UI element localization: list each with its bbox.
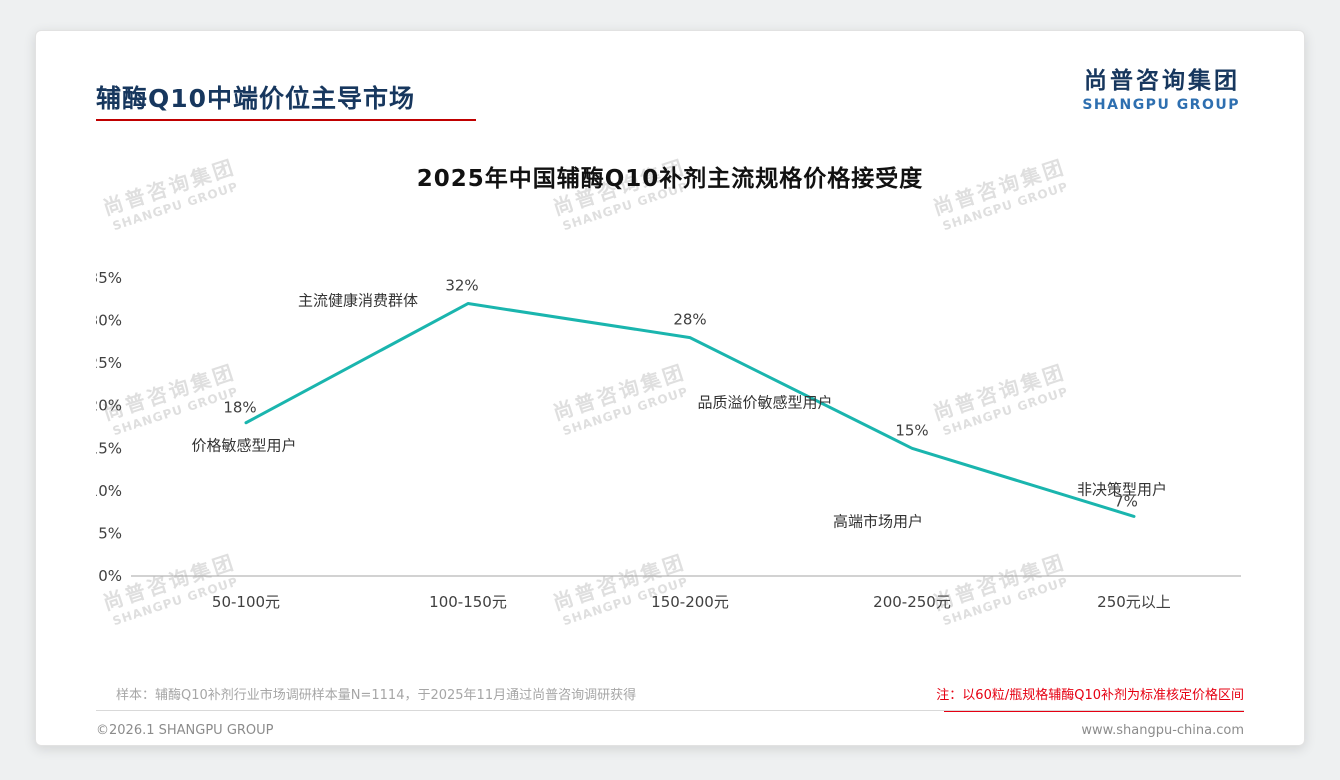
y-tick-label: 15% <box>96 439 122 457</box>
x-axis-label: 150-200元 <box>651 593 729 611</box>
data-point-label: 7% <box>1114 492 1138 510</box>
line-chart-svg: 35% 30% 25% 20% 15% 10% 5% 0% 50-100元 100-150元 150… <box>89 269 1241 611</box>
notes-row: 样本：辅酶Q10补剂行业市场调研样本量N=1114，于2025年11月通过尚普咨… <box>96 681 1244 711</box>
data-point-label: 15% <box>895 421 928 439</box>
x-axis-label: 50-100元 <box>212 593 280 611</box>
chart: 35% 30% 25% 20% 15% 10% 5% 0% 50-100元 100-150元 150… <box>89 261 1286 625</box>
y-tick-label: 35% <box>96 269 122 287</box>
y-tick-label: 5% <box>98 524 122 542</box>
y-tick-label: 0% <box>98 567 122 585</box>
y-tick-label: 10% <box>96 482 122 500</box>
y-tick-label: 25% <box>96 354 122 372</box>
x-axis-label: 100-150元 <box>429 593 507 611</box>
annotation-label: 高端市场用户 <box>833 512 923 530</box>
sample-note: 样本：辅酶Q10补剂行业市场调研样本量N=1114，于2025年11月通过尚普咨… <box>116 688 637 703</box>
page-title: 辅酶Q10中端价位主导市场 <box>96 84 416 113</box>
y-tick-label: 20% <box>96 397 122 415</box>
annotation-label: 价格敏感型用户 <box>191 437 296 455</box>
chart-title: 2025年中国辅酶Q10补剂主流规格价格接受度 <box>416 166 924 192</box>
line-series <box>244 302 1136 518</box>
data-point-label: 32% <box>445 277 478 295</box>
title-underline <box>96 119 476 121</box>
price-note-underline <box>944 711 1244 712</box>
footer: ©2026.1 SHANGPU GROUP www.shangpu-china.… <box>96 723 1244 738</box>
annotation-label: 主流健康消费群体 <box>298 292 418 310</box>
logo-chinese-text: 尚普咨询集团 <box>1084 68 1240 94</box>
data-point-label: 18% <box>223 399 256 417</box>
website-text: www.shangpu-china.com <box>1081 723 1244 738</box>
logo: 尚普咨询集团 SHANGPU GROUP <box>1082 61 1240 113</box>
annotation-label: 非决策型用户 <box>1077 480 1167 498</box>
price-note: 注：以60粒/瓶规格辅酶Q10补剂为标准核定价格区间 <box>936 688 1244 703</box>
x-axis-label: 200-250元 <box>873 593 951 611</box>
slide-card: 尚普咨询集团 SHANGPU GROUP 尚普咨询集团 SHANGPU GROUP 尚普… <box>35 30 1305 746</box>
annotation-label: 品质溢价敏感型用户 <box>697 394 832 412</box>
copyright-text: ©2026.1 SHANGPU GROUP <box>96 723 274 738</box>
x-axis-label: 250元以上 <box>1097 593 1171 611</box>
logo-english-text: SHANGPU GROUP <box>1082 97 1240 113</box>
y-tick-label: 30% <box>96 312 122 330</box>
data-point-label: 28% <box>673 311 706 329</box>
